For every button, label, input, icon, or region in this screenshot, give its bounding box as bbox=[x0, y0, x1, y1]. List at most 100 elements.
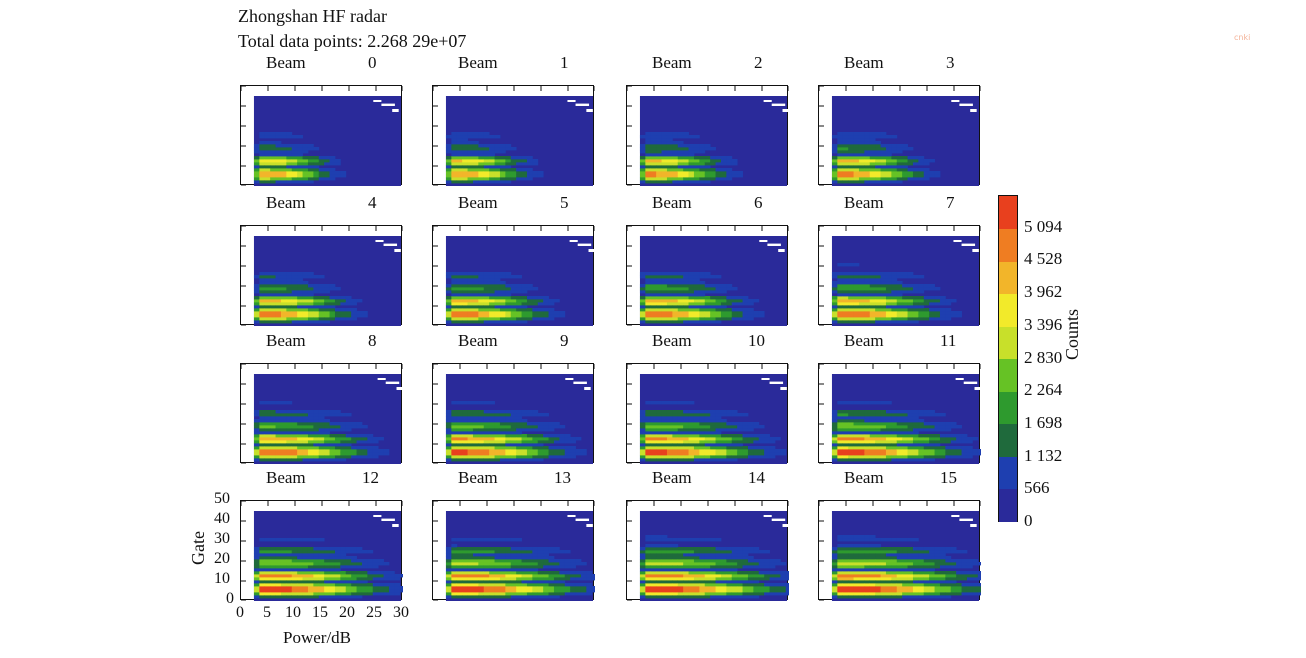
heatmap-cell bbox=[710, 156, 716, 160]
heatmap-cell bbox=[302, 425, 309, 429]
heatmap-cell bbox=[699, 455, 706, 459]
heatmap-cell bbox=[661, 314, 668, 318]
heatmap-cell bbox=[297, 144, 303, 148]
heatmap-cell bbox=[875, 431, 881, 435]
heatmap-cell bbox=[880, 428, 887, 432]
heatmap-cell bbox=[831, 180, 838, 184]
heatmap-cell bbox=[253, 410, 260, 414]
heatmap-cell bbox=[280, 287, 287, 291]
heatmap-cell bbox=[494, 311, 501, 315]
heatmap-cell bbox=[467, 177, 474, 181]
heatmap-cell bbox=[318, 290, 325, 294]
heatmap-cell bbox=[650, 153, 657, 157]
heatmap-cell bbox=[462, 132, 468, 136]
heatmap-cell bbox=[731, 171, 738, 175]
heatmap-cell bbox=[340, 458, 347, 462]
heatmap-cell bbox=[677, 314, 684, 318]
heatmap-cell bbox=[451, 577, 458, 581]
heatmap-cell bbox=[864, 293, 871, 297]
heatmap-cell bbox=[259, 455, 266, 459]
heatmap-cell bbox=[704, 410, 711, 414]
heatmap-cell bbox=[875, 410, 881, 414]
heatmap-cell bbox=[683, 156, 689, 160]
heatmap-cell bbox=[329, 574, 336, 578]
heatmap-cell bbox=[956, 440, 962, 444]
heatmap-cell bbox=[259, 440, 266, 444]
heatmap-cell bbox=[456, 571, 463, 575]
heatmap-cell bbox=[253, 586, 260, 590]
heatmap-cell bbox=[456, 589, 463, 593]
heatmap-cell bbox=[837, 153, 844, 157]
heatmap-cell bbox=[372, 589, 379, 593]
heatmap-cell bbox=[570, 449, 576, 453]
heatmap-cell bbox=[478, 443, 485, 447]
heatmap-cell bbox=[666, 177, 673, 181]
heatmap-cell bbox=[896, 311, 903, 315]
heatmap-cell bbox=[688, 165, 695, 169]
heatmap-cell bbox=[462, 556, 468, 560]
heatmap-cell bbox=[489, 177, 495, 181]
heatmap-cell bbox=[307, 538, 314, 542]
heatmap-cell bbox=[848, 314, 854, 318]
heatmap-cell bbox=[280, 592, 287, 596]
heatmap-cell bbox=[259, 135, 266, 139]
heatmap-cell bbox=[666, 458, 673, 462]
heatmap-cell bbox=[521, 317, 528, 321]
heatmap-cell bbox=[383, 583, 390, 587]
heatmap-cell bbox=[505, 308, 512, 312]
heatmap-cell bbox=[934, 302, 941, 306]
heatmap-cell bbox=[880, 455, 887, 459]
heatmap-cell bbox=[837, 317, 844, 321]
heatmap-cell bbox=[462, 275, 468, 279]
heatmap-cell bbox=[345, 565, 352, 569]
heatmap-cell bbox=[688, 583, 695, 587]
heatmap-cell bbox=[683, 275, 689, 279]
heatmap-cell bbox=[639, 449, 646, 453]
heatmap-cell bbox=[639, 562, 646, 566]
heatmap-cell bbox=[912, 452, 919, 456]
heatmap-cell bbox=[445, 168, 452, 172]
heatmap-cell bbox=[548, 452, 555, 456]
heatmap-cell bbox=[699, 156, 706, 160]
heatmap-cell bbox=[553, 422, 560, 426]
heatmap-cell bbox=[548, 437, 555, 441]
heatmap-cell bbox=[543, 425, 549, 429]
heatmap-cell bbox=[372, 592, 379, 596]
heatmap-cell bbox=[478, 556, 485, 560]
heatmap-cell bbox=[677, 156, 684, 160]
heatmap-cell bbox=[683, 153, 689, 157]
heatmap-cell bbox=[939, 311, 946, 315]
heatmap-cell bbox=[275, 135, 282, 139]
heatmap-cell bbox=[831, 177, 838, 181]
heatmap-cell bbox=[270, 437, 276, 441]
heatmap-cell bbox=[445, 440, 452, 444]
heatmap-cell bbox=[324, 299, 330, 303]
heatmap-cell bbox=[543, 452, 549, 456]
heatmap-cell bbox=[650, 556, 657, 560]
heatmap-cell bbox=[885, 290, 892, 294]
heatmap-cell bbox=[699, 302, 706, 306]
heatmap-cell bbox=[259, 317, 266, 321]
heatmap-cell bbox=[848, 413, 854, 417]
heatmap-cell bbox=[451, 287, 458, 291]
heatmap-cell bbox=[543, 547, 549, 551]
heatmap-cell bbox=[270, 278, 276, 282]
heatmap-cell bbox=[521, 565, 528, 569]
heatmap-cell bbox=[280, 159, 287, 163]
heatmap-cell bbox=[302, 287, 309, 291]
heatmap-cell bbox=[747, 422, 754, 426]
heatmap-cell bbox=[699, 171, 706, 175]
heatmap-cell bbox=[837, 290, 844, 294]
heatmap-cell bbox=[656, 320, 662, 324]
heatmap-cell bbox=[467, 174, 474, 178]
heatmap-cell bbox=[445, 180, 452, 184]
heatmap-cell bbox=[639, 443, 646, 447]
heatmap-cell bbox=[275, 458, 282, 462]
heatmap-cell bbox=[318, 410, 325, 414]
heatmap-cell bbox=[912, 320, 919, 324]
heatmap-cell bbox=[693, 449, 700, 453]
heatmap-cell bbox=[483, 168, 490, 172]
heatmap-cell bbox=[445, 574, 452, 578]
heatmap-cell bbox=[683, 135, 689, 139]
heatmap-cell bbox=[510, 592, 517, 596]
